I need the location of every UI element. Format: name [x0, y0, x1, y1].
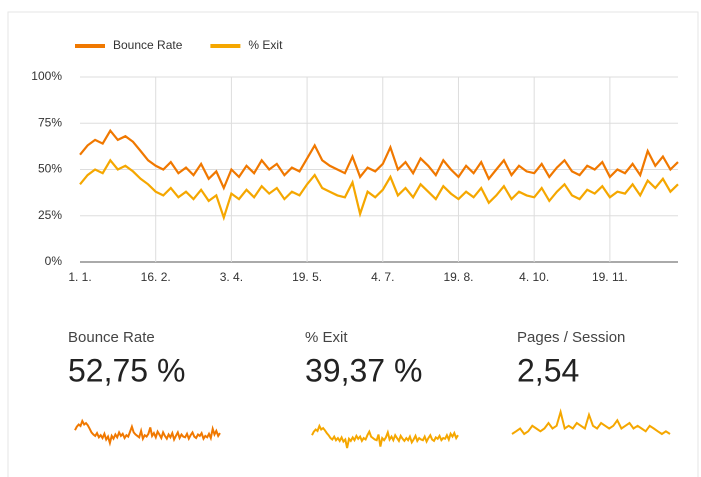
- line: [79, 158, 679, 222]
- x-tick-label: 19. 11.: [592, 270, 628, 284]
- x-tick-label: 4. 7.: [371, 270, 394, 284]
- y-tick-label: 100%: [31, 69, 62, 83]
- y-tick-label: 75%: [38, 115, 62, 129]
- x-tick-label: 4. 10.: [519, 270, 549, 284]
- x-tick-label: 16. 2.: [141, 270, 171, 284]
- card: [7, 11, 699, 477]
- x-tick-label: 3. 4.: [220, 270, 243, 284]
- y-tick-label: 0%: [45, 254, 63, 268]
- sparkline: [311, 423, 459, 449]
- scorecard-label: Pages / Session: [517, 329, 625, 346]
- x-tick-label: 19. 8.: [443, 270, 473, 284]
- sparkline: [74, 418, 221, 447]
- legend-label: Bounce Rate: [113, 38, 183, 52]
- scorecard-value: 52,75 %: [68, 352, 185, 388]
- x-tick-label: 1. 1.: [68, 270, 91, 284]
- scorecard-value: 39,37 %: [305, 352, 422, 388]
- scorecard-label: % Exit: [305, 329, 348, 346]
- x-tick-label: 19. 5.: [292, 270, 322, 284]
- legend-label: % Exit: [248, 38, 283, 52]
- scorecard-label: Bounce Rate: [68, 329, 155, 346]
- y-tick-label: 50%: [38, 162, 62, 176]
- y-tick-label: 25%: [38, 208, 62, 222]
- line: [79, 128, 679, 191]
- scorecard-value: 2,54: [517, 352, 579, 388]
- sparkline: [511, 408, 671, 436]
